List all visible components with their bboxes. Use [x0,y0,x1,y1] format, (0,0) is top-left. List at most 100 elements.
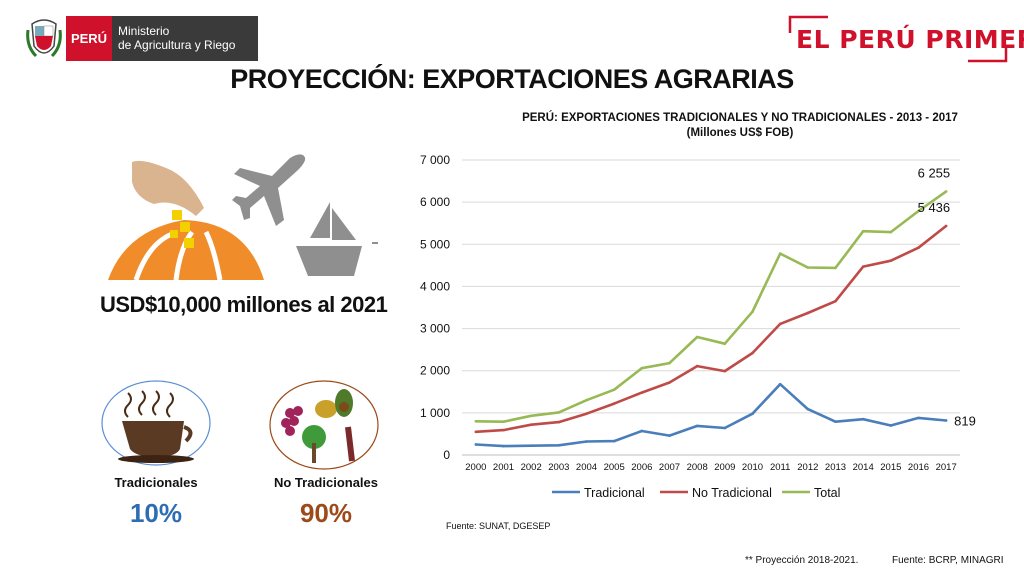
chart-title-block: PERÚ: EXPORTACIONES TRADICIONALES Y NO T… [480,111,1000,141]
x-tick-label: 2000 [465,462,486,473]
data-point [917,246,920,249]
ministry-line-1: Ministerio [118,24,170,38]
data-point [917,209,920,213]
x-tick-label: 2006 [631,462,652,473]
data-point [806,311,810,315]
data-point [751,351,754,355]
data-point [474,443,478,446]
chart-source: Fuente: SUNAT, DGESEP [446,521,551,531]
data-point [668,381,671,384]
data-point [723,369,727,373]
fruits-icon [269,380,379,470]
data-point [529,423,533,426]
data-point [585,398,588,402]
data-point [778,382,782,386]
x-tick-label: 2002 [521,462,542,473]
data-point [557,444,561,447]
x-tick-label: 2014 [853,462,874,473]
data-point [612,402,616,405]
y-tick-label: 3 000 [420,322,450,336]
data-point [640,429,644,433]
data-point [834,420,837,424]
data-label: 819 [954,413,976,428]
y-tick-label: 2 000 [420,364,450,378]
data-point [889,259,893,263]
data-point [640,366,644,370]
category-label-no-tradicionales: No Tradicionales [273,475,379,490]
x-tick-label: 2009 [714,462,735,473]
data-point [529,444,533,448]
x-tick-label: 2001 [493,462,514,473]
percent-no-tradicionales: 90% [299,498,353,528]
data-point [861,417,865,421]
data-point [723,426,727,430]
data-point [695,335,699,339]
y-tick-label: 4 000 [420,279,450,293]
x-tick-label: 2010 [742,462,763,473]
chart-subtitle: (Millones US$ FOB) [686,127,794,139]
series-line [475,224,948,434]
data-point [640,391,644,394]
chart-title: PERÚ: EXPORTACIONES TRADICIONALES Y NO T… [522,112,958,124]
airplane-icon [232,154,306,226]
x-tick-label: 2007 [659,462,680,473]
brand-text: EL PERÚ PRIMERO [796,25,1024,54]
peru-coat-of-arms-icon [26,19,62,58]
legend-label: Total [814,486,840,500]
y-tick-label: 7 000 [420,153,450,167]
ministry-line-2: de Agricultura y Riego [118,38,236,52]
data-label: 5 436 [918,200,951,215]
x-tick-label: 2015 [880,462,901,473]
data-point [861,265,865,268]
data-point [557,420,561,424]
data-point [502,428,505,432]
export-goal: USD$10,000 millones al 2021 [100,292,388,317]
data-point [474,419,478,423]
x-tick-label: 2016 [908,462,929,473]
data-point [668,361,671,365]
data-point [474,430,478,434]
data-point [806,266,810,269]
data-point [944,190,948,193]
data-point [529,414,533,418]
data-point [834,266,837,270]
brand-logo: EL PERÚ PRIMERO [788,15,1024,63]
ministry-name: Ministerio de Agricultura y Riego [118,24,235,52]
footer-source: Fuente: BCRP, MINAGRI [892,555,1004,566]
x-tick-label: 2011 [770,462,790,473]
data-point [889,424,893,427]
data-point [917,416,920,420]
coffee-cup-icon [101,380,211,466]
x-tick-label: 2017 [936,462,957,473]
data-point [751,310,754,314]
data-point [778,252,782,255]
data-point [612,439,616,443]
data-point [668,434,671,437]
series-line [475,190,947,424]
data-point [723,342,727,346]
brand-frame-icon [788,15,1008,63]
data-point [834,299,837,303]
data-point [557,411,561,414]
data-point [502,444,505,448]
data-point [751,412,754,416]
y-tick-label: 0 [443,448,450,462]
data-point [889,230,893,234]
hand-planting-icon [108,160,264,281]
data-point [944,419,948,422]
x-tick-label: 2012 [797,462,818,473]
y-tick-label: 6 000 [420,195,450,209]
data-point [695,424,699,428]
x-tick-label: 2008 [687,462,708,473]
y-tick-label: 5 000 [420,237,450,251]
data-label: 6 255 [918,165,951,180]
x-tick-label: 2003 [548,462,569,473]
x-tick-label: 2004 [576,462,597,473]
projection-note: ** Proyección 2018-2021. [745,555,859,566]
data-point [944,224,948,228]
data-point [861,229,865,233]
country-badge: PERÚ [66,16,112,61]
data-point [695,364,699,368]
data-point [612,388,616,391]
